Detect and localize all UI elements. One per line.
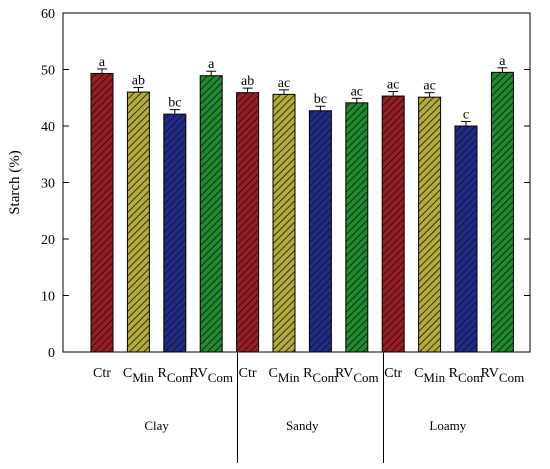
significance-letter: a (99, 55, 106, 70)
bar (90, 72, 114, 353)
bar (126, 91, 150, 353)
y-tick-label: 60 (41, 7, 55, 22)
significance-letter: bc (168, 96, 181, 111)
category-label-sub: Min (132, 370, 154, 385)
bar (272, 93, 296, 353)
category-label-main: RV (189, 366, 207, 381)
group-label: Loamy (429, 418, 466, 433)
category-label: Ctr (239, 366, 257, 381)
bar (308, 110, 332, 353)
category-label: RVCom (481, 366, 525, 385)
category-label-main: R (157, 366, 167, 381)
category-label: CMin (268, 366, 300, 385)
category-label: RCom (157, 366, 192, 385)
significance-letter: ab (132, 74, 145, 89)
category-label: RCom (449, 366, 484, 385)
category-label-sub: Com (167, 370, 192, 385)
category-label-sub: Com (458, 370, 483, 385)
category-label-main: R (303, 366, 313, 381)
bar (454, 125, 478, 353)
significance-letter: ac (423, 79, 435, 94)
significance-letter: ac (278, 76, 290, 91)
significance-letter: ab (241, 74, 254, 89)
significance-letter: bc (314, 92, 327, 107)
bar (490, 71, 514, 353)
bar (199, 75, 223, 353)
y-tick-label: 40 (41, 120, 55, 135)
category-label-main: Ctr (93, 366, 111, 381)
category-label: Ctr (384, 366, 402, 381)
category-label-main: RV (481, 366, 499, 381)
y-tick-label: 0 (48, 346, 55, 361)
category-label-sub: Min (423, 370, 445, 385)
category-label: RVCom (189, 366, 233, 385)
category-label-sub: Min (278, 370, 300, 385)
category-label-main: R (449, 366, 459, 381)
y-axis-label: Starch (%) (7, 150, 23, 215)
bar (236, 92, 260, 353)
y-tick-label: 50 (41, 64, 55, 79)
significance-letter: ac (351, 84, 363, 99)
category-label-sub: Com (353, 370, 378, 385)
category-label-main: C (414, 366, 423, 381)
significance-letter: c (463, 107, 469, 122)
category-label: RCom (303, 366, 338, 385)
bar (418, 96, 442, 353)
category-label-main: Ctr (239, 366, 257, 381)
category-label-main: C (268, 366, 277, 381)
category-label-main: Ctr (384, 366, 402, 381)
significance-letter: a (208, 57, 215, 72)
category-label-sub: Com (499, 370, 524, 385)
category-label-sub: Com (208, 370, 233, 385)
category-label: CMin (123, 366, 155, 385)
group-label: Sandy (286, 418, 319, 433)
bar (381, 95, 405, 353)
y-tick-label: 20 (41, 233, 55, 248)
category-label: CMin (414, 366, 446, 385)
category-label: RVCom (335, 366, 379, 385)
bar (163, 113, 187, 353)
significance-letter: a (499, 54, 506, 69)
bar (345, 102, 369, 353)
y-tick-label: 10 (41, 290, 55, 305)
category-label-main: C (123, 366, 132, 381)
category-label-main: RV (335, 366, 353, 381)
significance-letter: ac (387, 78, 399, 93)
category-label-sub: Com (312, 370, 337, 385)
group-label: Clay (144, 418, 169, 433)
category-label: Ctr (93, 366, 111, 381)
y-tick-label: 30 (41, 177, 55, 192)
